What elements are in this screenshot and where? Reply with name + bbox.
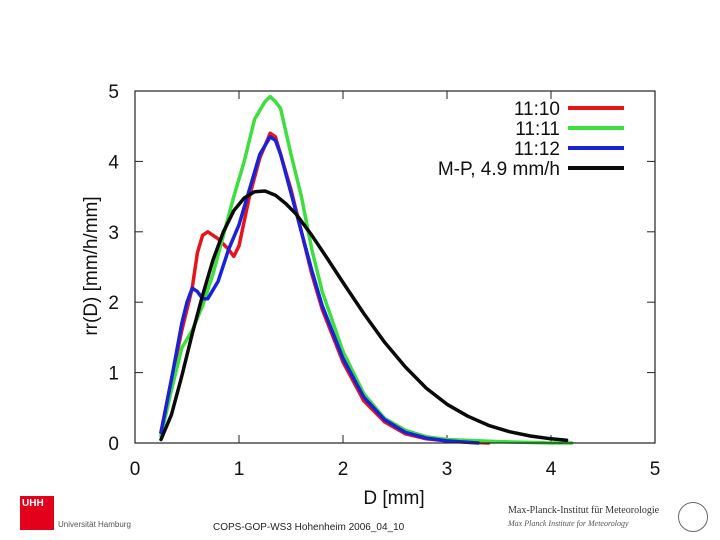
y-tick-label: 2 <box>108 293 119 314</box>
series-lines <box>159 94 574 445</box>
axis-ticks <box>134 90 656 444</box>
x-tick-labels: 0 1 2 3 4 5 <box>130 459 661 480</box>
uhh-name: Universität Hamburg <box>58 520 131 529</box>
plot-frame <box>134 90 656 444</box>
mpi-subtitle: Max Planck Institute for Meteorology <box>508 519 629 528</box>
x-tick-label: 4 <box>546 459 557 480</box>
mpi-name: Max-Planck-Institut für Meteorologie <box>508 505 660 516</box>
x-tick-label: 0 <box>130 459 141 480</box>
legend-label-3: M-P, 4.9 mm/h <box>438 159 560 180</box>
y-tick-label: 4 <box>108 152 119 173</box>
uhh-mark: UHH <box>22 498 44 509</box>
legend-label-1: 11:11 <box>515 119 560 140</box>
x-tick-label: 5 <box>650 459 661 480</box>
mpi-emblem-icon <box>678 502 708 532</box>
uhh-emblem: UHH <box>20 496 54 530</box>
university-hamburg-logo: UHH Universität Hamburg <box>20 496 160 532</box>
y-tick-label: 0 <box>108 434 119 455</box>
legend-label-0: 11:10 <box>514 99 560 120</box>
y-tick-label: 1 <box>108 364 119 385</box>
legend-label-2: 11:12 <box>514 139 560 160</box>
mpi-logo: Max-Planck-Institut für Meteorologie Max… <box>508 502 708 536</box>
series-line-3 <box>159 189 569 442</box>
y-axis-label: rr(D) [mm/h/mm] <box>81 196 102 335</box>
x-tick-label: 3 <box>442 459 453 480</box>
series-line-2 <box>159 135 480 445</box>
x-axis-label: D [mm] <box>363 488 424 509</box>
x-tick-label: 2 <box>338 459 349 480</box>
y-tick-label: 3 <box>108 223 119 244</box>
footer-caption: COPS-GOP-WS3 Hohenheim 2006_04_10 <box>213 522 405 533</box>
y-tick-labels: 0 1 2 3 4 5 <box>108 82 119 455</box>
y-tick-label: 5 <box>108 82 119 103</box>
x-tick-label: 1 <box>234 459 245 480</box>
